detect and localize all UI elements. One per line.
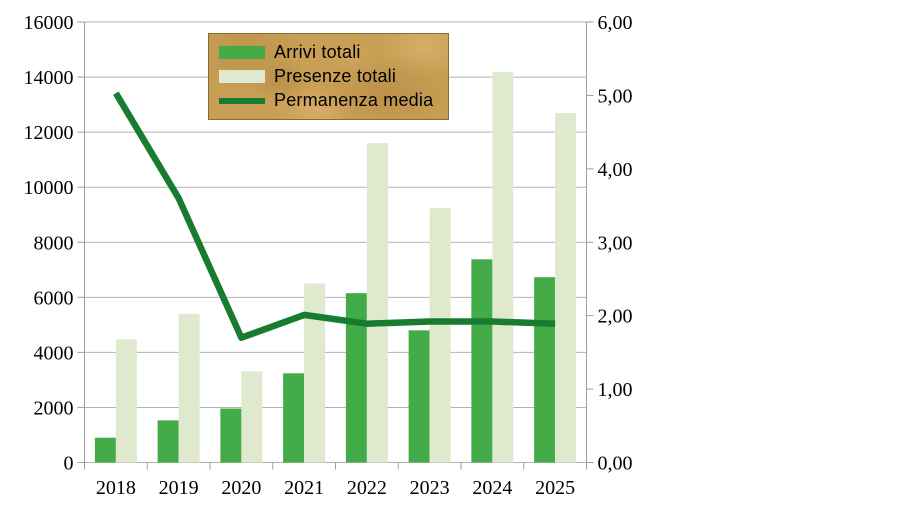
svg-text:10000: 10000 <box>24 177 74 199</box>
presenze-totali-swatch-icon <box>219 69 265 83</box>
permanenza-media-line <box>113 91 556 341</box>
axes-group <box>77 21 594 470</box>
arrivi-totali-swatch-icon <box>219 45 265 59</box>
bar <box>471 259 493 463</box>
permanenza-media-swatch-icon <box>219 97 265 104</box>
bar <box>345 293 367 463</box>
svg-text:2019: 2019 <box>159 477 199 499</box>
svg-text:2025: 2025 <box>535 477 575 499</box>
legend-item-permanenza-media: Permanenza media <box>219 89 438 113</box>
bar-series-0 <box>94 259 556 463</box>
svg-text:0: 0 <box>64 453 74 475</box>
svg-text:2000: 2000 <box>34 397 74 419</box>
legend-label-presenze-totali: Presenze totali <box>274 65 397 86</box>
svg-text:2022: 2022 <box>347 477 387 499</box>
bar <box>534 277 556 463</box>
chart-legend: Arrivi totali Presenze totali Permanenza… <box>208 33 449 120</box>
bar <box>115 339 137 463</box>
svg-text:8000: 8000 <box>34 232 74 254</box>
svg-text:6,00: 6,00 <box>598 12 633 34</box>
svg-text:5,00: 5,00 <box>598 85 633 107</box>
svg-text:2023: 2023 <box>410 477 450 499</box>
legend-item-presenze-totali: Presenze totali <box>219 64 438 88</box>
bar <box>408 330 430 463</box>
right-axis-labels: 0,00 1,00 2,00 3,00 4,00 5,00 6,00 <box>598 12 633 475</box>
bar <box>220 408 242 463</box>
svg-text:0,00: 0,00 <box>598 453 633 475</box>
bar <box>429 208 451 463</box>
svg-text:2018: 2018 <box>96 477 136 499</box>
svg-text:2020: 2020 <box>221 477 261 499</box>
x-axis-labels: 2018 2019 2020 2021 2022 2023 2024 2025 <box>96 477 575 499</box>
svg-text:3,00: 3,00 <box>598 232 633 254</box>
svg-text:1,00: 1,00 <box>598 379 633 401</box>
svg-text:16000: 16000 <box>24 12 74 34</box>
bar <box>241 371 263 463</box>
bar <box>304 283 326 463</box>
legend-label-permanenza-media: Permanenza media <box>274 90 434 111</box>
bar <box>157 420 179 463</box>
left-axis-labels: 0 2000 4000 6000 8000 10000 12000 14000 16000 <box>24 12 74 475</box>
svg-text:6000: 6000 <box>34 287 74 309</box>
legend-item-arrivi-totali: Arrivi totali <box>219 40 438 64</box>
svg-text:2024: 2024 <box>472 477 512 499</box>
bar-series-1 <box>115 72 577 463</box>
svg-text:4,00: 4,00 <box>598 159 633 181</box>
bar <box>283 373 305 463</box>
svg-text:4000: 4000 <box>34 342 74 364</box>
bars-group <box>94 72 577 463</box>
svg-text:2,00: 2,00 <box>598 306 633 328</box>
bar <box>178 313 200 463</box>
svg-text:12000: 12000 <box>24 122 74 144</box>
legend-label-arrivi-totali: Arrivi totali <box>274 41 361 62</box>
bar <box>492 72 514 463</box>
bar <box>94 437 116 463</box>
bar <box>366 143 388 463</box>
bar <box>555 113 577 463</box>
svg-text:14000: 14000 <box>24 67 74 89</box>
gridlines-group <box>84 21 587 463</box>
svg-text:2021: 2021 <box>284 477 324 499</box>
